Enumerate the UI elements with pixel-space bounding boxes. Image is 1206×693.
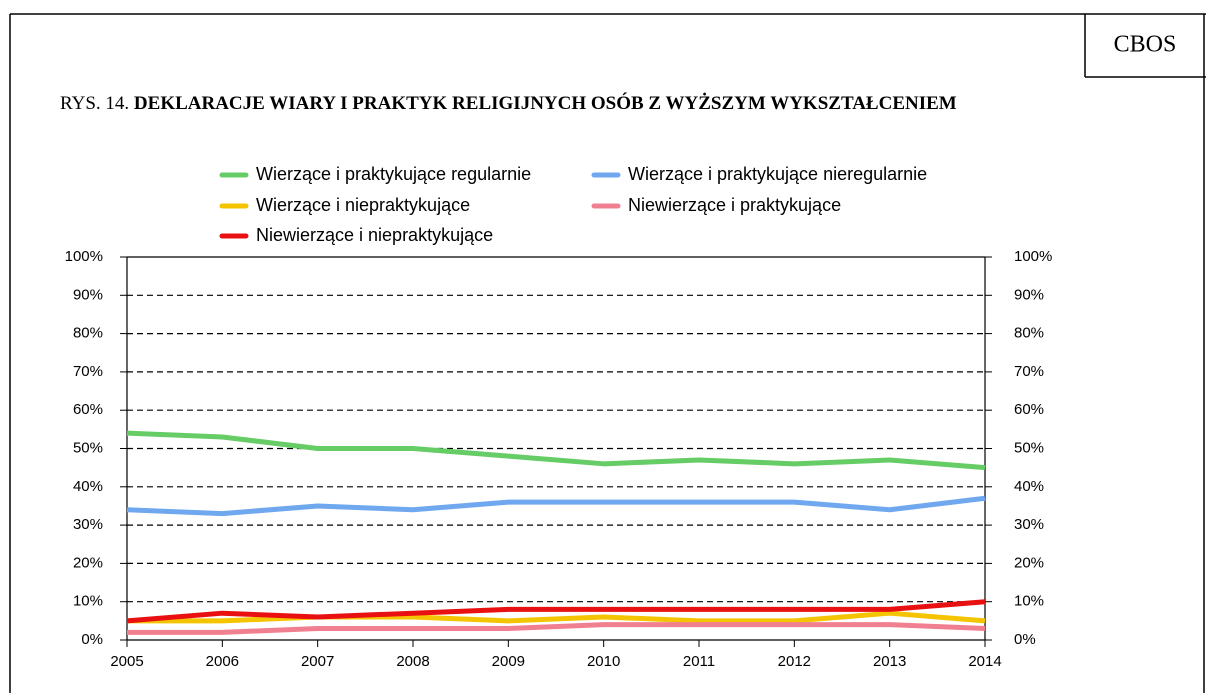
legend-label: Niewierzące i praktykujące (628, 195, 841, 215)
y2-tick-label: 70% (1014, 363, 1044, 380)
legend-label: Wierzące i praktykujące nieregularnie (628, 164, 927, 184)
x-tick-label: 2014 (968, 653, 1001, 670)
x-tick-label: 2007 (301, 653, 334, 670)
y2-tick-label: 60% (1014, 401, 1044, 418)
chart-title: RYS. 14. DEKLARACJE WIARY I PRAKTYK RELI… (60, 88, 1075, 119)
y-tick-label: 100% (65, 248, 103, 265)
y-tick-label: 90% (73, 286, 103, 303)
y2-tick-label: 40% (1014, 478, 1044, 495)
legend-label: Niewierzące i niepraktykujące (256, 225, 493, 245)
y-tick-label: 20% (73, 554, 103, 571)
x-tick-label: 2005 (110, 653, 143, 670)
x-tick-label: 2012 (778, 653, 811, 670)
y-tick-label: 70% (73, 363, 103, 380)
x-tick-label: 2011 (683, 653, 715, 670)
y-tick-label: 40% (73, 478, 103, 495)
figure-label: RYS. 14. (60, 93, 130, 114)
x-tick-label: 2010 (587, 653, 620, 670)
y2-tick-label: 100% (1014, 248, 1052, 265)
y2-tick-label: 50% (1014, 439, 1044, 456)
y2-tick-label: 30% (1014, 516, 1044, 533)
x-tick-label: 2008 (396, 653, 429, 670)
y-tick-label: 0% (81, 631, 103, 648)
brand: CBOS (1114, 32, 1177, 58)
series-line (126, 495, 986, 517)
y2-tick-label: 90% (1014, 286, 1044, 303)
y2-tick-label: 20% (1014, 554, 1044, 571)
legend-label: Wierzące i praktykujące regularnie (256, 164, 531, 184)
x-tick-label: 2006 (206, 653, 239, 670)
x-tick-label: 2013 (873, 653, 906, 670)
series-line (127, 622, 986, 635)
y-tick-label: 50% (73, 439, 103, 456)
y-tick-label: 80% (73, 325, 103, 342)
title-text: DEKLARACJE WIARY I PRAKTYK RELIGIJNYCH O… (133, 93, 957, 114)
y-tick-label: 10% (73, 593, 103, 610)
series-line (126, 599, 986, 624)
y-tick-label: 60% (73, 401, 103, 418)
y2-tick-label: 80% (1014, 325, 1044, 342)
y-tick-label: 30% (73, 516, 103, 533)
series-line (127, 610, 986, 624)
series-line (126, 430, 986, 471)
y2-tick-label: 0% (1014, 631, 1036, 648)
y2-tick-label: 10% (1014, 593, 1044, 610)
frame (9, 13, 1206, 693)
x-tick-label: 2009 (492, 653, 525, 670)
legend-label: Wierzące i niepraktykujące (256, 195, 470, 215)
